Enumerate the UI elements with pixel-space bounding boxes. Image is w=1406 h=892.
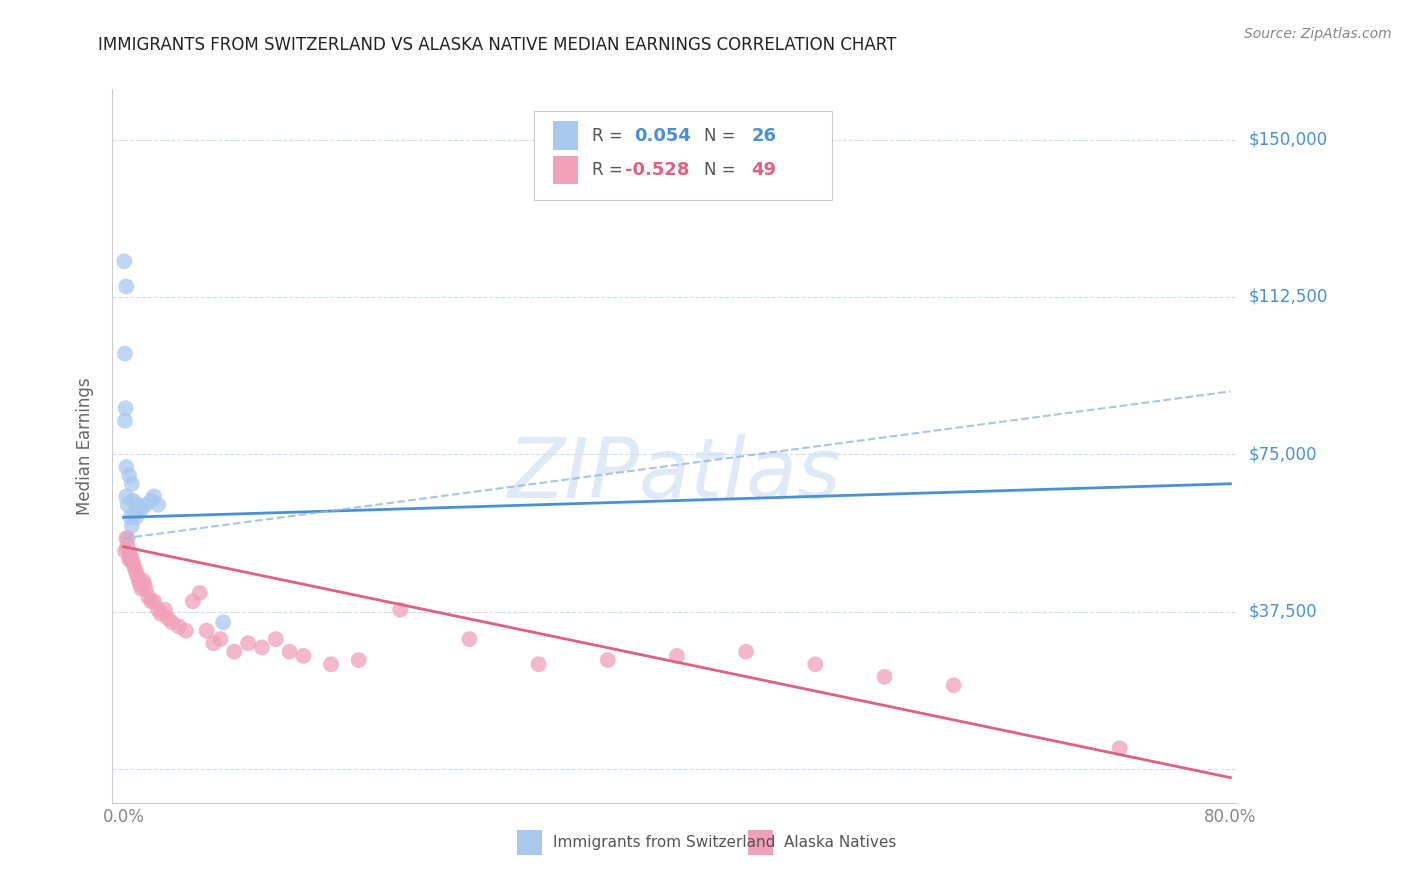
Point xyxy=(125,510,148,524)
Text: $150,000: $150,000 xyxy=(1249,130,1327,149)
Text: N =: N = xyxy=(704,127,741,145)
Point xyxy=(236,636,259,650)
Point xyxy=(209,632,232,646)
Point xyxy=(121,518,143,533)
Point xyxy=(129,577,152,591)
Point xyxy=(143,489,166,503)
Point xyxy=(120,552,142,566)
Point xyxy=(195,624,218,638)
Text: R =: R = xyxy=(592,127,627,145)
Text: Immigrants from Switzerland: Immigrants from Switzerland xyxy=(554,835,776,849)
Point xyxy=(278,645,301,659)
Point xyxy=(132,574,155,588)
Text: $37,500: $37,500 xyxy=(1249,603,1317,621)
Point xyxy=(121,476,143,491)
Y-axis label: Median Earnings: Median Earnings xyxy=(76,377,94,515)
FancyBboxPatch shape xyxy=(517,830,543,855)
Point xyxy=(121,552,143,566)
Point xyxy=(115,279,138,293)
Point xyxy=(125,565,148,579)
Point xyxy=(458,632,481,646)
Point xyxy=(188,586,211,600)
Point xyxy=(117,498,139,512)
Point xyxy=(135,498,157,512)
Point xyxy=(114,346,136,360)
Point xyxy=(146,498,169,512)
Point xyxy=(131,502,153,516)
Point xyxy=(174,624,197,638)
Point xyxy=(120,548,142,562)
Point xyxy=(292,648,315,663)
Point xyxy=(134,577,156,591)
Point xyxy=(131,582,153,596)
Point xyxy=(114,414,136,428)
FancyBboxPatch shape xyxy=(554,121,578,150)
Point xyxy=(138,590,160,604)
Text: $112,500: $112,500 xyxy=(1249,288,1327,306)
Point xyxy=(347,653,370,667)
Point xyxy=(167,619,190,633)
Point xyxy=(665,648,688,663)
Point xyxy=(735,645,758,659)
Point xyxy=(114,544,136,558)
Point xyxy=(112,254,135,268)
Point xyxy=(115,532,138,546)
Point xyxy=(114,401,136,416)
Point xyxy=(117,540,139,554)
Point xyxy=(122,493,145,508)
Point xyxy=(115,460,138,475)
Text: 0.054: 0.054 xyxy=(634,127,692,145)
Point xyxy=(124,506,146,520)
Point xyxy=(118,552,141,566)
Point xyxy=(596,653,619,667)
Point xyxy=(149,607,172,621)
Text: Source: ZipAtlas.com: Source: ZipAtlas.com xyxy=(1244,27,1392,41)
Point xyxy=(527,657,550,672)
Point xyxy=(146,603,169,617)
Text: Alaska Natives: Alaska Natives xyxy=(785,835,897,849)
Point xyxy=(160,615,183,630)
Text: -0.528: -0.528 xyxy=(626,161,690,178)
FancyBboxPatch shape xyxy=(534,111,832,200)
Point xyxy=(115,489,138,503)
Point xyxy=(120,510,142,524)
Point xyxy=(143,594,166,608)
Point xyxy=(118,544,141,558)
Point xyxy=(141,493,163,508)
Point xyxy=(128,574,150,588)
Text: N =: N = xyxy=(704,161,741,178)
Point xyxy=(117,532,139,546)
Point xyxy=(319,657,342,672)
Point xyxy=(1108,741,1130,756)
Text: 49: 49 xyxy=(751,161,776,178)
Point xyxy=(264,632,287,646)
Point xyxy=(118,468,141,483)
Point xyxy=(804,657,827,672)
Text: R =: R = xyxy=(592,161,627,178)
Point xyxy=(224,645,246,659)
Point xyxy=(942,678,965,692)
FancyBboxPatch shape xyxy=(748,830,773,855)
Point xyxy=(124,560,146,574)
Point xyxy=(153,603,176,617)
Point xyxy=(156,611,179,625)
Point xyxy=(128,502,150,516)
Point xyxy=(127,569,149,583)
Point xyxy=(181,594,204,608)
Text: IMMIGRANTS FROM SWITZERLAND VS ALASKA NATIVE MEDIAN EARNINGS CORRELATION CHART: IMMIGRANTS FROM SWITZERLAND VS ALASKA NA… xyxy=(98,36,897,54)
Text: ZIPatlas: ZIPatlas xyxy=(508,434,842,515)
Point xyxy=(127,498,149,512)
Point xyxy=(122,557,145,571)
Point xyxy=(202,636,225,650)
Point xyxy=(141,594,163,608)
Point xyxy=(250,640,273,655)
Point xyxy=(135,582,157,596)
Point xyxy=(212,615,235,630)
FancyBboxPatch shape xyxy=(554,155,578,184)
Point xyxy=(389,603,412,617)
Point xyxy=(873,670,896,684)
Text: $75,000: $75,000 xyxy=(1249,445,1317,464)
Text: 26: 26 xyxy=(751,127,776,145)
